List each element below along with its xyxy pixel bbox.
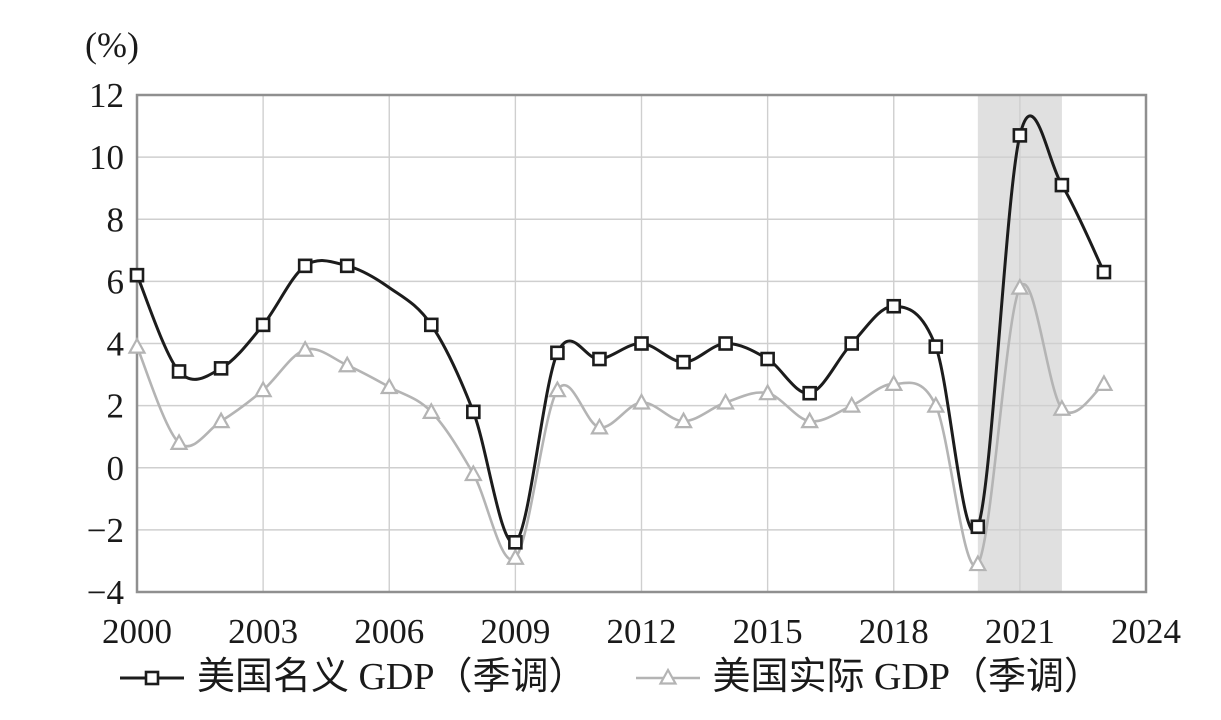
triangle-marker-icon — [548, 380, 567, 398]
square-marker-icon — [1096, 264, 1112, 280]
square-marker-icon — [297, 258, 313, 274]
y-tick-label-2: 2 — [107, 387, 125, 426]
x-tick-label-2000: 2000 — [102, 612, 172, 651]
legend-label-nominal-gdp: 美国名义 GDP（季调） — [196, 656, 587, 699]
square-marker-icon — [844, 336, 860, 351]
y-tick-label-8: 8 — [107, 200, 125, 239]
triangle-marker-icon — [968, 554, 988, 572]
triangle-marker-icon — [379, 377, 399, 395]
square-marker-icon — [550, 345, 565, 361]
square-marker-icon — [423, 317, 439, 333]
triangle-marker-icon — [421, 402, 441, 419]
triangle-marker-icon — [506, 548, 525, 565]
square-marker-icon — [508, 534, 523, 550]
nominal-gdp-line — [135, 114, 1106, 545]
x-tick-label-2009: 2009 — [480, 612, 550, 651]
triangle-marker-icon — [1094, 374, 1114, 391]
square-marker-icon — [171, 364, 187, 379]
chart-legend: 美国名义 GDP（季调） 美国实际 GDP（季调） — [0, 650, 1221, 706]
y-tick-label-10: 10 — [89, 138, 124, 177]
y-tick-label-−2: −2 — [87, 511, 124, 550]
square-marker-icon — [802, 385, 817, 401]
y-tick-label-4: 4 — [107, 325, 125, 364]
triangle-marker-icon — [169, 433, 189, 450]
triangle-marker-icon — [463, 464, 483, 482]
square-marker-icon — [592, 351, 607, 367]
y-tick-label-0: 0 — [107, 449, 125, 488]
square-marker-icon — [129, 267, 145, 283]
x-tick-label-2003: 2003 — [228, 612, 298, 651]
x-tick-label-2012: 2012 — [607, 612, 677, 651]
triangle-marker-icon — [758, 383, 777, 401]
y-tick-label-−4: −4 — [87, 573, 124, 612]
triangle-marker-icon — [800, 411, 820, 429]
legend-label-real-gdp: 美国实际 GDP（季调） — [712, 656, 1103, 699]
real-gdp-markers — [127, 277, 1114, 572]
square-marker-icon — [466, 404, 481, 420]
square-marker-icon — [676, 354, 691, 370]
square-marker-icon — [255, 317, 271, 333]
x-tick-label-2021: 2021 — [985, 612, 1055, 651]
square-marker-icon — [634, 336, 649, 351]
triangle-marker-icon — [127, 336, 147, 354]
triangle-marker-icon — [590, 417, 609, 435]
x-tick-label-2015: 2015 — [733, 612, 803, 651]
y-tick-label-6: 6 — [107, 262, 125, 301]
square-marker-icon — [1054, 177, 1070, 193]
y-tick-label-12: 12 — [89, 76, 124, 115]
square-marker-icon — [928, 339, 944, 354]
triangle-marker-icon — [884, 374, 904, 391]
triangle-marker-icon — [674, 411, 693, 429]
square-marker-icon — [1012, 128, 1028, 143]
triangle-marker-icon — [337, 355, 357, 373]
nominal-gdp-markers — [129, 128, 1112, 550]
square-marker-icon — [970, 519, 986, 535]
square-marker-icon — [718, 336, 733, 351]
real-gdp-legend-marker-icon — [635, 667, 700, 685]
square-marker-icon — [213, 361, 229, 376]
x-tick-label-2018: 2018 — [859, 612, 929, 651]
x-tick-label-2024: 2024 — [1111, 612, 1181, 651]
square-marker-icon — [760, 351, 775, 367]
triangle-marker-icon — [211, 411, 231, 429]
triangle-marker-icon — [842, 395, 862, 413]
legend-item-nominal-gdp: 美国名义 GDP（季调） — [119, 656, 587, 699]
triangle-marker-icon — [1010, 277, 1030, 295]
triangle-marker-icon — [926, 395, 946, 413]
y-axis-unit-label: (%) — [85, 25, 139, 65]
x-tick-label-2006: 2006 — [354, 612, 424, 651]
square-marker-icon — [339, 258, 355, 274]
legend-item-real-gdp: 美国实际 GDP（季调） — [635, 656, 1103, 699]
triangle-marker-icon — [253, 380, 273, 398]
square-marker-icon — [886, 298, 902, 314]
triangle-marker-icon — [295, 339, 315, 357]
real-gdp-line — [135, 283, 1106, 568]
triangle-marker-icon — [632, 392, 651, 410]
triangle-marker-icon — [1052, 398, 1072, 416]
nominal-gdp-legend-marker-icon — [119, 670, 184, 686]
triangle-marker-icon — [716, 392, 735, 410]
